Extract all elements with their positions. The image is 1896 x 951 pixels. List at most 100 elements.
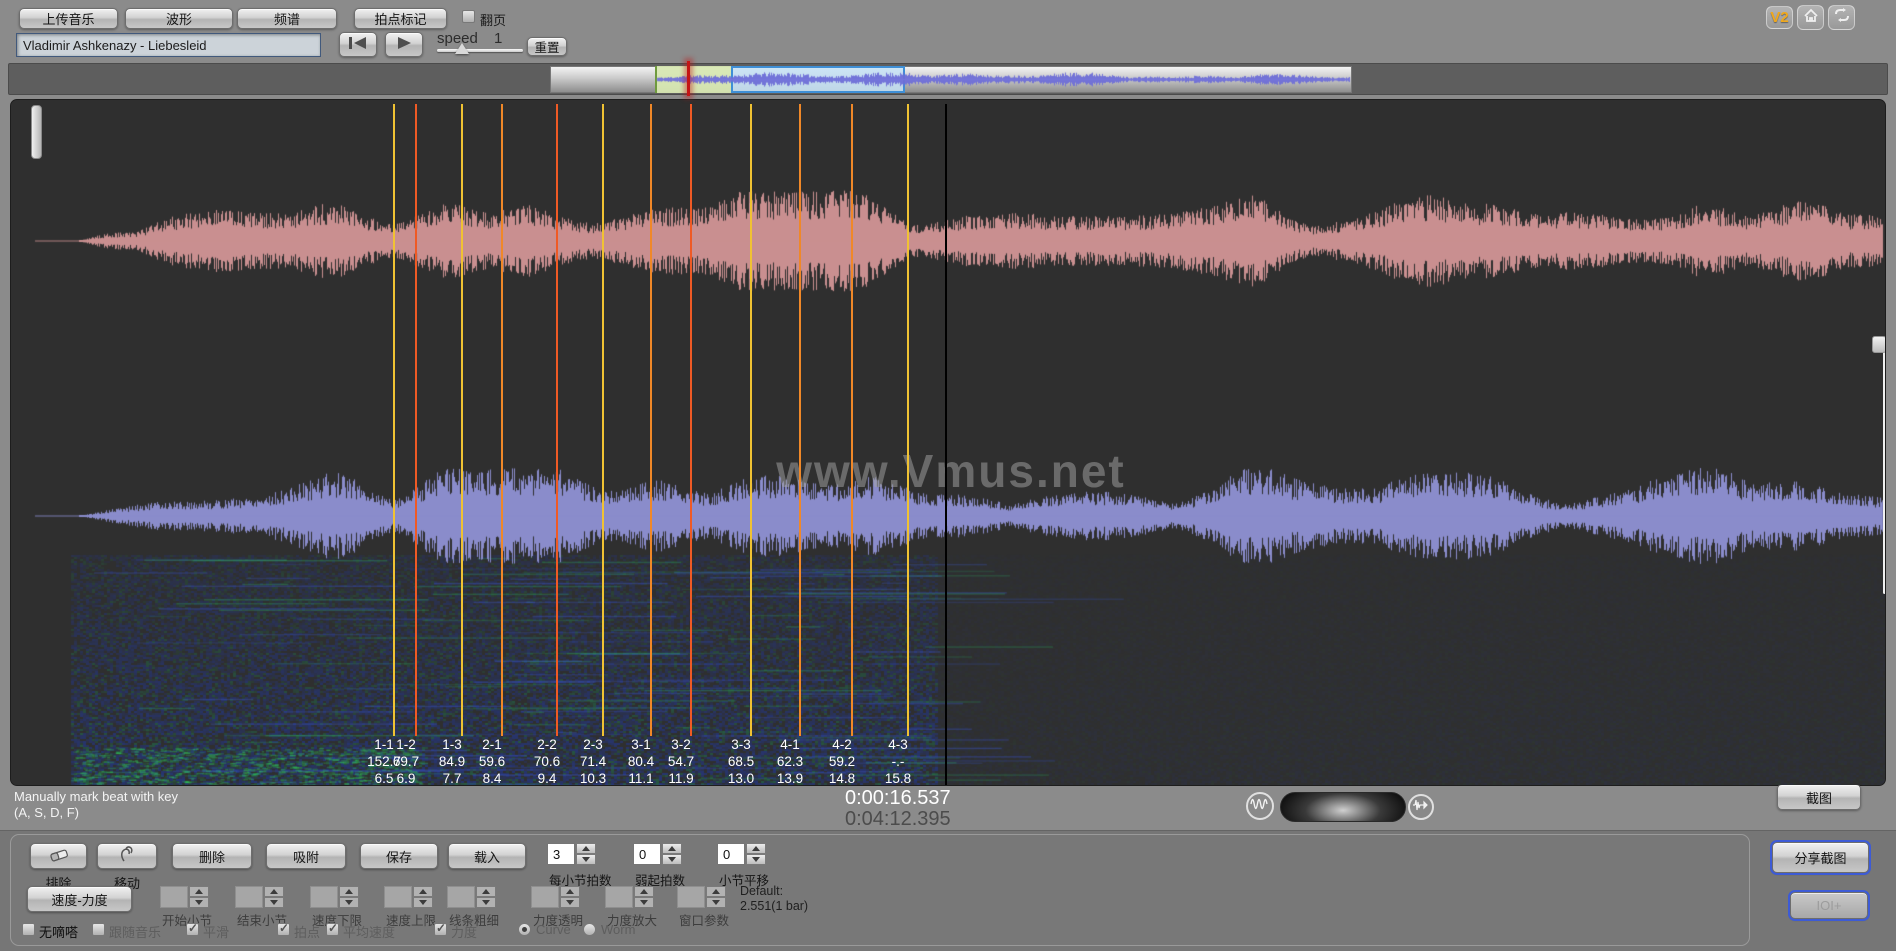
param-spinner-7-label: 力度放大 xyxy=(607,914,658,928)
tempo-dynamics-button[interactable]: 速度-力度 xyxy=(27,886,132,912)
version-badge[interactable]: V2 xyxy=(1766,6,1793,29)
reset-button[interactable]: 重置 xyxy=(527,37,567,56)
waveform-button[interactable]: 波形 xyxy=(125,8,233,29)
zoom-in-button[interactable] xyxy=(1408,794,1434,820)
beat-marker-line-4-3[interactable] xyxy=(907,104,909,736)
beat-marker-line-1-3[interactable] xyxy=(461,104,463,736)
vertical-zoom-track[interactable] xyxy=(1883,346,1885,594)
param-spinner-1-label: 开始小节 xyxy=(162,914,213,928)
beat-marker-line-3-1[interactable] xyxy=(650,104,652,736)
page-turn-checkbox[interactable] xyxy=(462,10,475,23)
spinner-3-down-button[interactable] xyxy=(746,854,766,865)
snap-button[interactable]: 吸附 xyxy=(266,843,346,869)
beat-marker-line-3-2[interactable] xyxy=(690,104,692,736)
spinner-2-value[interactable]: 0 xyxy=(633,843,661,865)
playhead-line[interactable] xyxy=(945,104,947,785)
spinner-2-stepper[interactable] xyxy=(662,843,682,865)
display-mode-radio-label-curve: Curve xyxy=(536,922,571,937)
spinner-up-icon xyxy=(752,846,760,851)
param-spinner-6-down-button xyxy=(560,897,580,908)
param-spinner-4-up-button xyxy=(413,886,433,897)
spinner-up-icon xyxy=(582,846,590,851)
spinner-down-icon xyxy=(270,900,278,905)
spinner-down-icon xyxy=(752,857,760,862)
horizontal-zoom-slider[interactable] xyxy=(1280,792,1406,822)
spinner-1-up-button[interactable] xyxy=(576,843,596,854)
spinner-1-value[interactable]: 3 xyxy=(547,843,575,865)
spinner-1-down-button[interactable] xyxy=(576,854,596,865)
page-turn-label: 翻页 xyxy=(480,13,507,28)
param-spinner-8-up-button xyxy=(706,886,726,897)
save-button[interactable]: 保存 xyxy=(360,843,438,869)
exclude-tool-button[interactable] xyxy=(30,843,87,869)
param-spinner-7-up-button xyxy=(634,886,654,897)
skip-start-button[interactable] xyxy=(339,32,377,57)
spinner-down-icon xyxy=(566,900,574,905)
beat-mark-button[interactable]: 拍点标记 xyxy=(354,8,447,29)
beat-marker-line-1-2[interactable] xyxy=(415,104,417,736)
spinner-1-stepper[interactable] xyxy=(576,843,596,865)
spinner-up-icon xyxy=(712,889,720,894)
speed-slider-track[interactable] xyxy=(437,49,523,52)
beat-marker-label-3-2: 3-2 54.7 11.9 xyxy=(667,737,695,786)
param-spinner-1-down-button xyxy=(189,897,209,908)
home-button[interactable] xyxy=(1797,5,1824,30)
spinner-3-value[interactable]: 0 xyxy=(717,843,745,865)
param-spinner-2-value xyxy=(235,886,263,908)
beat-marker-line-2-1[interactable] xyxy=(501,104,503,736)
option-checkbox-5[interactable] xyxy=(326,921,339,936)
load-button[interactable]: 载入 xyxy=(448,843,526,869)
param-spinner-5-value xyxy=(447,886,475,908)
beat-marker-line-3-3[interactable] xyxy=(750,104,752,736)
option-checkbox-2[interactable] xyxy=(92,923,105,936)
spinner-2-down-button[interactable] xyxy=(662,854,682,865)
beat-marker-line-2-2[interactable] xyxy=(556,104,558,736)
display-mode-radio-curve[interactable] xyxy=(518,923,531,936)
display-mode-radio-worm[interactable] xyxy=(583,923,596,936)
screenshot-button[interactable]: 截图 xyxy=(1777,784,1861,810)
track-title-input[interactable] xyxy=(16,33,321,57)
beat-marker-line-2-3[interactable] xyxy=(602,104,604,736)
spinner-3-label: 小节平移 xyxy=(719,874,770,888)
ioi-button[interactable]: IOI+ xyxy=(1788,890,1870,921)
left-scroll-grip[interactable] xyxy=(31,105,42,159)
overview-waveform-canvas[interactable] xyxy=(550,66,1352,93)
overview-playhead-cursor[interactable] xyxy=(687,61,690,96)
param-spinner-3-value xyxy=(310,886,338,908)
spinner-3-up-button[interactable] xyxy=(746,843,766,854)
option-checkbox-label-4: 拍点 xyxy=(294,925,321,940)
vertical-zoom-handle[interactable] xyxy=(1872,336,1885,353)
beat-marker-label-4-2: 4-2 59.2 14.8 xyxy=(828,737,856,786)
option-checkbox-3[interactable] xyxy=(186,921,199,936)
spectrum-button[interactable]: 频谱 xyxy=(237,8,337,29)
waveform-display-area[interactable]: www.Vmus.net 1-1 152.7 6.5 1-2 69.7 6.9 1-3 84.… xyxy=(10,99,1886,786)
watermark: www.Vmus.net xyxy=(776,445,1126,497)
upload-music-button[interactable]: 上传音乐 xyxy=(19,8,118,29)
spinner-up-icon xyxy=(195,889,203,894)
spinner-up-icon xyxy=(566,889,574,894)
beat-marker-line-1-1[interactable] xyxy=(393,104,395,736)
speed-slider-thumb[interactable] xyxy=(455,43,469,54)
beat-marker-label-3-1: 3-1 80.4 11.1 xyxy=(627,737,655,786)
option-checkbox-1[interactable] xyxy=(22,923,35,936)
spinner-2-up-button[interactable] xyxy=(662,843,682,854)
beat-marker-line-4-2[interactable] xyxy=(851,104,853,736)
option-checkbox-6[interactable] xyxy=(434,921,447,936)
param-spinner-1-stepper xyxy=(189,886,209,908)
spinner-3-stepper[interactable] xyxy=(746,843,766,865)
param-spinner-3-down-button xyxy=(339,897,359,908)
beat-marker-line-4-1[interactable] xyxy=(799,104,801,736)
param-spinner-7-down-button xyxy=(634,897,654,908)
delete-button[interactable]: 删除 xyxy=(172,843,252,869)
play-button[interactable] xyxy=(385,32,423,57)
spinner-down-icon xyxy=(668,857,676,862)
zoom-out-button[interactable] xyxy=(1246,792,1274,820)
spinner-up-icon xyxy=(270,889,278,894)
move-tool-button[interactable] xyxy=(97,843,157,869)
option-checkbox-label-3: 平滑 xyxy=(203,925,230,940)
waveform-canvas[interactable] xyxy=(11,100,1885,785)
option-checkbox-4[interactable] xyxy=(277,921,290,936)
share-screenshot-button[interactable]: 分享截图 xyxy=(1770,840,1871,875)
fullscreen-button[interactable] xyxy=(1828,5,1855,30)
param-spinner-5-down-button xyxy=(476,897,496,908)
